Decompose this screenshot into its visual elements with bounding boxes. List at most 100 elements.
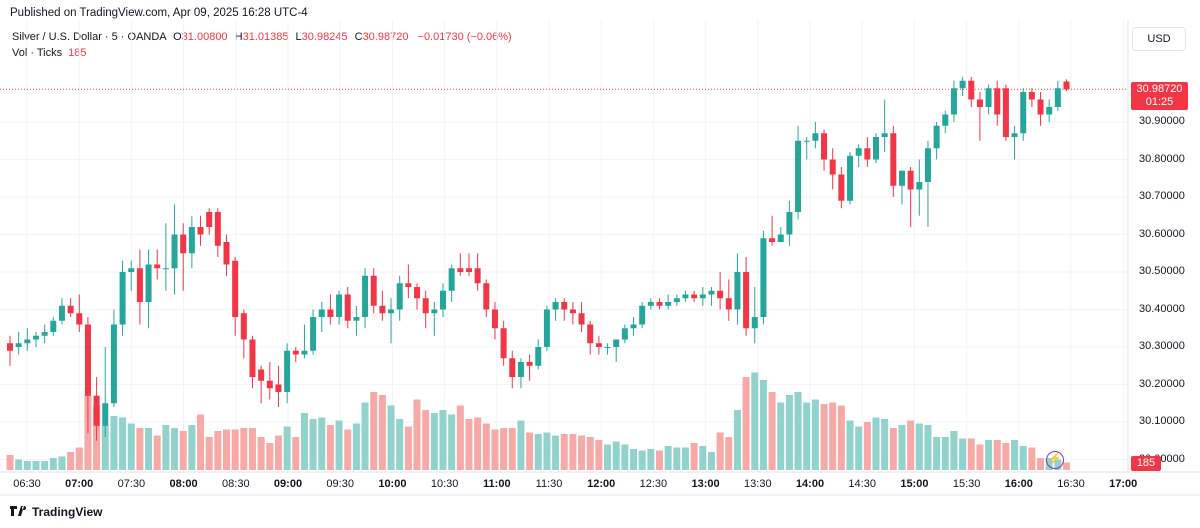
candle-body <box>327 309 334 317</box>
candle-body <box>110 324 117 404</box>
time-tick-label: 11:00 <box>483 478 511 490</box>
candle-body <box>431 309 438 314</box>
candle-body <box>743 272 750 329</box>
open-value: 31.00800 <box>181 31 228 43</box>
time-tick-label: 13:30 <box>744 478 772 490</box>
candle-body <box>214 212 221 246</box>
candle-body <box>500 328 507 359</box>
candle-body <box>725 298 732 310</box>
time-tick-label: 15:00 <box>900 478 929 490</box>
volume-bar <box>119 417 127 470</box>
candle-body <box>32 335 39 340</box>
brand-name: TradingView <box>32 505 103 519</box>
volume-bar <box>266 443 274 470</box>
candle-body <box>396 283 403 310</box>
volume-bar <box>595 440 603 470</box>
symbol-description[interactable]: Silver / U.S. Dollar · 5 · OANDA <box>12 31 167 43</box>
volume-bar <box>829 402 837 470</box>
price-tick-label: 30.70000 <box>1139 190 1185 202</box>
volume-bar <box>1011 440 1019 470</box>
volume-bar <box>768 392 776 470</box>
candle-body <box>1054 88 1061 107</box>
volume-bar <box>690 443 698 470</box>
time-tick-label: 08:00 <box>169 478 198 490</box>
currency-button[interactable]: USD <box>1132 27 1186 51</box>
candle-body <box>93 395 100 426</box>
volume-bar <box>370 392 378 470</box>
time-tick-label: 15:30 <box>952 478 981 490</box>
price-tick-label: 30.90000 <box>1139 115 1185 127</box>
candle-body <box>621 328 628 340</box>
candle-body <box>1046 107 1053 115</box>
candle-body <box>162 268 169 270</box>
volume-bar <box>387 405 395 470</box>
volume-bar <box>240 428 248 470</box>
candle-body <box>1063 81 1070 90</box>
volume-tag: 185 <box>1131 456 1161 471</box>
candle-body <box>942 114 949 126</box>
candle-body <box>751 317 758 329</box>
lightning-icon[interactable]: ⚡ <box>1046 451 1064 469</box>
volume-bar <box>517 420 525 470</box>
volume-bar <box>1037 458 1045 470</box>
time-tick-label: 17:00 <box>1109 478 1138 490</box>
candle-body <box>1028 92 1035 100</box>
candle-body <box>249 339 256 377</box>
volume-bar <box>318 417 326 470</box>
candle-body <box>682 294 689 299</box>
candle-body <box>569 309 576 314</box>
volume-bar <box>482 423 490 470</box>
candles <box>7 77 1070 441</box>
volume-bar <box>214 431 222 470</box>
volume-bar <box>396 419 404 470</box>
volume-bar <box>733 410 741 470</box>
candle-body <box>916 182 923 190</box>
volume-bar <box>67 452 75 470</box>
candle-body <box>907 170 914 190</box>
open-label: O <box>173 31 182 43</box>
candle-body <box>873 137 879 160</box>
volume-legend[interactable]: Vol · Ticks 185 <box>12 47 86 59</box>
candle-body <box>318 309 325 317</box>
volume-value: 185 <box>68 47 87 59</box>
volume-bar <box>647 449 655 470</box>
candle-body <box>136 268 143 302</box>
candle-body <box>84 324 91 396</box>
candle-body <box>699 294 706 299</box>
volume-bar <box>136 428 144 470</box>
volume-label: Vol · Ticks <box>12 47 63 59</box>
volume-bar <box>993 440 1001 470</box>
volume-bar <box>58 456 66 470</box>
volume-bar <box>837 405 845 470</box>
close-label: C <box>354 31 363 43</box>
volume-bar <box>205 437 213 470</box>
volume-bar <box>274 435 282 470</box>
candle-body <box>734 272 741 310</box>
time-tick-label: 14:00 <box>795 478 825 490</box>
candle-body <box>595 343 602 347</box>
volume-bar <box>300 413 308 470</box>
candle-body <box>310 317 317 351</box>
candle-body <box>344 294 351 321</box>
volume-bar <box>578 435 586 470</box>
volume-bar <box>1002 443 1010 470</box>
low-value: 30.98245 <box>301 31 348 43</box>
volume-bar <box>223 429 230 470</box>
candle-body <box>543 309 550 347</box>
volume-bar <box>23 461 31 470</box>
volume-bar <box>881 419 889 470</box>
time-tick-label: 16:30 <box>1057 478 1085 490</box>
candle-body <box>613 339 620 347</box>
candle-body <box>604 347 611 348</box>
volume-bar <box>803 402 811 470</box>
volume-bar <box>75 447 83 470</box>
candle-body <box>145 264 152 302</box>
volume-bar <box>630 449 638 470</box>
volume-bar <box>344 429 352 470</box>
change-value: −0.01730 (−0.06%) <box>417 31 512 43</box>
volume-bar <box>933 437 941 470</box>
volume-bar <box>777 402 785 470</box>
chart-grid <box>0 20 1200 496</box>
candle-body <box>284 350 291 392</box>
